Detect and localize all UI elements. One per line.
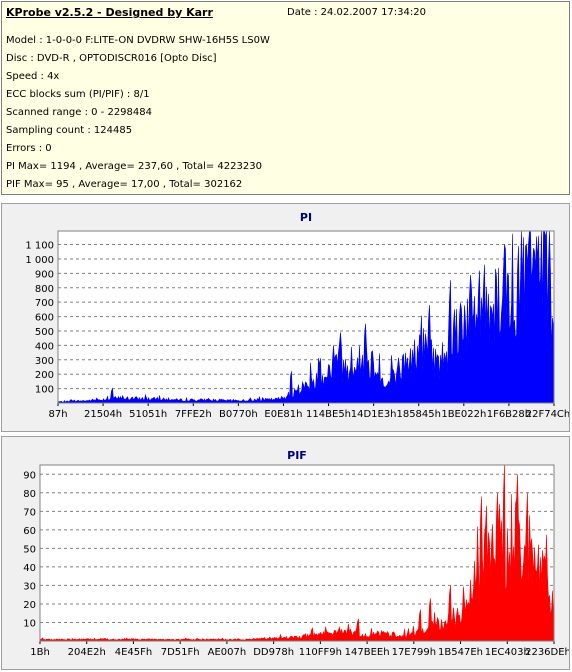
pif-x-tick-label: 7D51Fh bbox=[161, 647, 200, 658]
pif-x-tick-label: 1B547Eh bbox=[438, 647, 483, 658]
pi-y-tick-label: 700 bbox=[35, 298, 54, 309]
info-line-model: Model : 1-0-0-0 F:LITE-ON DVDRW SHW-16H5… bbox=[6, 35, 270, 46]
pi-y-tick-label: 1 100 bbox=[25, 241, 54, 252]
info-line-pif: PIF Max= 95 , Average= 17,00 , Total= 30… bbox=[6, 179, 243, 190]
pi-x-tick-label: 14D1E3h bbox=[351, 409, 397, 420]
pif-x-tick-label: 1Bh bbox=[30, 647, 50, 658]
pif-y-tick-label: 40 bbox=[23, 563, 36, 574]
pif-chart-title: PIF bbox=[287, 449, 307, 462]
pi-series-area bbox=[57, 230, 555, 404]
pi-x-tick-label: 87h bbox=[48, 409, 67, 420]
pi-x-tick-label: E0E81h bbox=[264, 409, 302, 420]
pi-plot-border bbox=[57, 230, 555, 404]
pi-x-tick-label: 114BE5h bbox=[306, 409, 351, 420]
pi-y-tick-label: 200 bbox=[35, 370, 54, 381]
pif-x-tick-label: 17E799h bbox=[392, 647, 436, 658]
info-line-range: Scanned range : 0 - 2298484 bbox=[6, 107, 152, 118]
pi-x-tick-label: B0770h bbox=[219, 409, 258, 420]
pif-x-tick-label: AE007h bbox=[208, 647, 247, 658]
info-line-speed: Speed : 4x bbox=[6, 71, 60, 82]
pi-x-tick-label: 1BE022h bbox=[441, 409, 486, 420]
info-line-errors: Errors : 0 bbox=[6, 143, 52, 154]
pif-x-tick-label: 204E2h bbox=[68, 647, 106, 658]
pif-chart: PIF 10 20 30 40 50 60 70 80 90 1Bh 204E2h 4E45Fh 7D51… bbox=[23, 449, 571, 658]
pif-y-tick-label: 10 bbox=[23, 618, 36, 629]
pi-y-tick-label: 400 bbox=[35, 341, 54, 352]
pif-x-tick-label: 4E45Fh bbox=[115, 647, 153, 658]
app-title: KProbe v2.5.2 - Designed by Karr bbox=[6, 6, 213, 19]
pi-x-tick-label: 22F74Ch bbox=[526, 409, 569, 420]
pif-y-tick-label: 70 bbox=[23, 507, 36, 518]
pif-y-tick-label: 90 bbox=[23, 470, 36, 481]
pif-y-tick-label: 30 bbox=[23, 581, 36, 592]
pi-x-tick-label: 7FFE2h bbox=[175, 409, 212, 420]
pi-x-tick-label: 51051h bbox=[129, 409, 167, 420]
pi-y-tick-label: 300 bbox=[35, 356, 54, 367]
info-line-pi: PI Max= 1194 , Average= 237,60 , Total= … bbox=[6, 161, 262, 172]
pi-y-tick-label: 900 bbox=[35, 269, 54, 280]
info-line-sampling: Sampling count : 124485 bbox=[6, 125, 133, 136]
pif-x-tick-label: DD978h bbox=[253, 647, 294, 658]
pif-plot-border bbox=[39, 464, 555, 642]
pi-chart-panel: PI 100 200 300 400 500 600 700 800 900 1 000 1 100 8… bbox=[1, 203, 570, 432]
scan-date: Date : 24.02.2007 17:34:20 bbox=[287, 7, 426, 18]
pi-chart-title: PI bbox=[300, 211, 312, 224]
pif-x-tick-label: 110FF9h bbox=[299, 647, 342, 658]
pif-chart-panel: PIF 10 20 30 40 50 60 70 80 90 1Bh 204E2h 4E45Fh 7D51… bbox=[1, 436, 571, 670]
info-panel: KProbe v2.5.2 - Designed by Karr Date : … bbox=[1, 1, 570, 195]
info-line-disc: Disc : DVD-R , OPTODISCR016 [Opto Disc] bbox=[6, 53, 217, 64]
pi-x-tick-label: 21504h bbox=[84, 409, 122, 420]
pif-x-tick-label: 147BEEh bbox=[345, 647, 390, 658]
pif-x-tick-label: 2236DEh bbox=[525, 647, 569, 658]
pi-y-tick-label: 500 bbox=[35, 327, 54, 338]
pif-series-area bbox=[39, 464, 555, 642]
pi-y-tick-label: 600 bbox=[35, 313, 54, 324]
pif-y-tick-label: 20 bbox=[23, 600, 36, 611]
info-line-ecc: ECC blocks sum (PI/PIF) : 8/1 bbox=[6, 89, 150, 100]
pi-y-tick-label: 1 000 bbox=[25, 255, 54, 266]
pi-x-tick-label: 1F6B28h bbox=[487, 409, 531, 420]
pif-y-tick-label: 50 bbox=[23, 544, 36, 555]
pif-y-tick-label: 60 bbox=[23, 526, 36, 537]
pi-chart: PI 100 200 300 400 500 600 700 800 900 1 000 1 100 8… bbox=[25, 211, 570, 420]
pi-y-tick-label: 100 bbox=[35, 385, 54, 396]
pi-y-tick-label: 800 bbox=[35, 284, 54, 295]
pif-y-tick-label: 80 bbox=[23, 489, 36, 500]
pif-x-tick-label: 1EC403h bbox=[485, 647, 530, 658]
pi-x-tick-label: 185845h bbox=[396, 409, 441, 420]
